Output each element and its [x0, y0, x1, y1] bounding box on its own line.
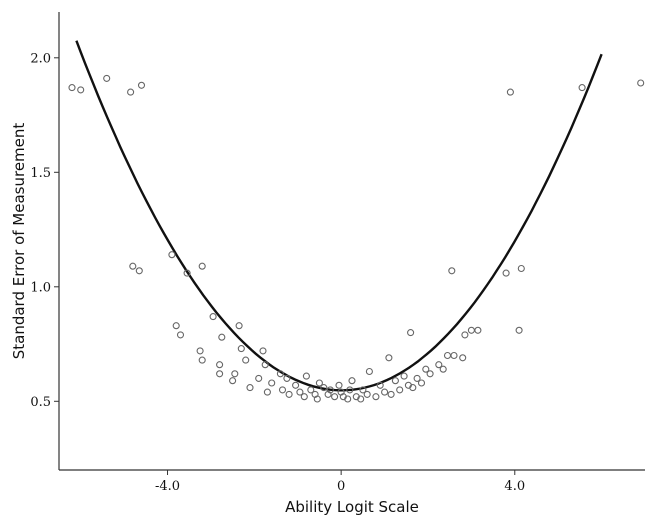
data-point: [237, 345, 245, 353]
data-point: [313, 395, 321, 403]
data-point: [235, 322, 243, 330]
data-point: [302, 372, 310, 380]
data-point: [391, 377, 399, 385]
data-point: [135, 267, 143, 275]
y-axis-ticks: 0.5 1.0 1.5 2.0: [30, 51, 59, 410]
data-point: [422, 365, 430, 373]
data-point: [176, 331, 185, 339]
axes: [58, 12, 645, 471]
data-point: [387, 390, 395, 398]
data-point: [335, 381, 343, 389]
data-point: [439, 365, 447, 373]
x-tick-label: -4.0: [155, 479, 180, 494]
data-point: [216, 361, 224, 369]
data-point: [209, 313, 217, 321]
y-axis-title: Standard Error of Measurement: [10, 123, 28, 360]
data-point: [417, 379, 426, 387]
data-point: [218, 333, 226, 341]
data-point: [578, 84, 586, 92]
x-tick-label: 4.0: [504, 479, 525, 494]
data-point: [637, 79, 645, 87]
y-tick-label: 1.0: [30, 280, 51, 295]
x-axis-title: Ability Logit Scale: [285, 498, 419, 516]
x-tick-label: 0: [337, 479, 345, 494]
data-point: [315, 379, 323, 387]
data-point: [376, 381, 384, 389]
data-point: [502, 269, 510, 277]
data-point: [467, 326, 475, 334]
data-point: [307, 386, 315, 394]
data-point: [261, 361, 269, 369]
data-point: [168, 251, 176, 259]
scatter-points: [68, 74, 645, 403]
data-point: [381, 388, 389, 396]
data-point: [450, 351, 458, 360]
y-tick-label: 2.0: [30, 51, 51, 66]
data-point: [515, 326, 523, 334]
data-point: [229, 377, 237, 385]
fit-curve: [75, 40, 603, 392]
data-point: [331, 393, 339, 401]
data-point: [231, 370, 239, 378]
data-point: [292, 381, 300, 389]
data-point: [346, 386, 354, 394]
data-point: [448, 267, 456, 275]
data-point: [259, 347, 267, 355]
data-point: [413, 374, 421, 382]
data-point: [129, 262, 137, 270]
data-point: [326, 386, 334, 394]
data-point: [268, 379, 276, 387]
data-point: [396, 386, 404, 394]
data-point: [474, 326, 482, 334]
data-point: [198, 356, 206, 364]
data-point: [506, 88, 514, 96]
data-point: [517, 264, 525, 273]
data-point: [409, 384, 417, 392]
data-point: [172, 322, 180, 330]
data-point: [385, 354, 393, 362]
data-point: [285, 390, 293, 398]
data-point: [344, 395, 352, 403]
data-point: [426, 370, 434, 378]
data-point: [435, 361, 443, 369]
data-point: [372, 393, 380, 401]
data-point: [365, 367, 373, 376]
data-point: [278, 386, 287, 394]
data-point: [68, 84, 76, 92]
data-point: [320, 384, 328, 392]
data-point: [459, 354, 467, 362]
data-point: [255, 374, 263, 382]
x-axis-ticks: -4.0 0 4.0: [155, 470, 525, 494]
data-point: [407, 329, 415, 337]
data-point: [183, 269, 191, 277]
data-point: [127, 88, 135, 96]
data-point: [443, 351, 452, 360]
y-tick-label: 0.5: [30, 395, 51, 410]
y-tick-label: 1.5: [30, 166, 51, 181]
data-point: [196, 347, 204, 355]
data-point: [357, 395, 365, 403]
data-point: [348, 377, 356, 385]
data-point: [246, 384, 254, 392]
data-point: [283, 374, 291, 382]
data-point: [198, 262, 206, 270]
data-point: [359, 386, 367, 394]
data-point: [103, 74, 111, 82]
data-point: [216, 370, 224, 378]
data-point: [300, 393, 308, 401]
data-point: [242, 356, 250, 364]
data-point: [461, 331, 469, 339]
data-point: [276, 370, 284, 378]
data-point: [137, 81, 146, 89]
data-point: [400, 372, 408, 380]
fit-line-layer: [75, 40, 603, 392]
data-point: [296, 388, 304, 396]
data-point: [363, 390, 371, 398]
data-point: [77, 86, 85, 94]
data-point: [263, 388, 271, 396]
